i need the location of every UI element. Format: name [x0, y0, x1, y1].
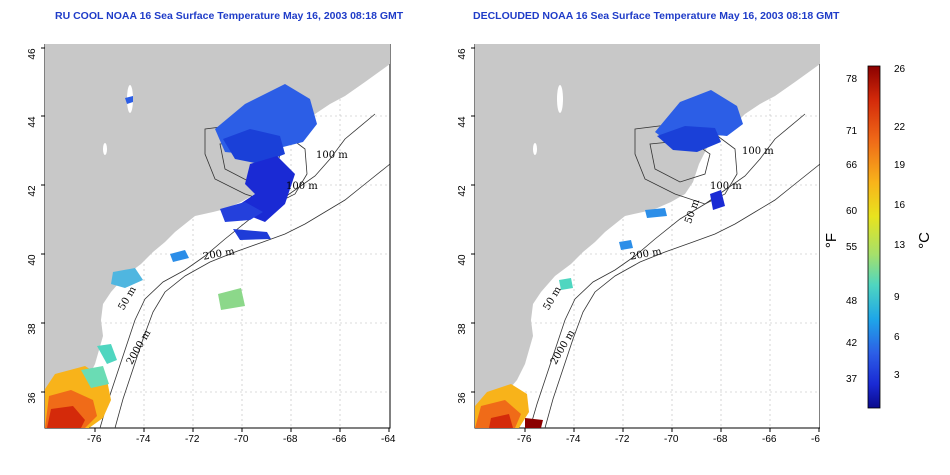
y-tick-label: 42 [27, 185, 38, 197]
x-tick-label: -74 [566, 434, 581, 444]
colorbar-fahrenheit-tick: 78 [846, 74, 858, 85]
x-tick-label: -72 [185, 434, 200, 444]
isobath-label: 100 m [710, 181, 742, 192]
colorbar-celsius-tick: 13 [894, 240, 906, 251]
x-tick-label: -64 [381, 434, 396, 444]
y-tick-label: 40 [457, 254, 468, 266]
y-tick-label: 38 [457, 323, 468, 335]
land-mass [45, 44, 390, 422]
colorbar-celsius-tick: 6 [894, 332, 900, 343]
x-tick-label: -66 [332, 434, 347, 444]
celsius-unit-label: °C [915, 232, 933, 249]
sst-data [45, 84, 317, 428]
colorbar-fahrenheit-tick: 37 [846, 374, 858, 385]
x-tick-label: -70 [664, 434, 679, 444]
x-tick-label: -72 [615, 434, 630, 444]
colorbar-celsius-tick: 3 [894, 370, 900, 381]
y-tick-label: 36 [457, 392, 468, 404]
land-mass [475, 44, 820, 422]
y-tick-label: 46 [27, 48, 38, 60]
x-tick-label: -76 [517, 434, 532, 444]
colorbar-celsius-tick: 16 [894, 200, 906, 211]
isobath-contours [529, 113, 820, 429]
y-tick-label: 46 [457, 48, 468, 60]
y-tick-label: 40 [27, 254, 38, 266]
x-tick-label: -66 [762, 434, 777, 444]
y-tick-label: 36 [27, 392, 38, 404]
colorbar-gradient [867, 65, 881, 409]
sst-data [475, 90, 743, 428]
colorbar-celsius-tick: 19 [894, 160, 906, 171]
colorbar-fahrenheit-tick: 42 [846, 338, 858, 349]
y-tick-label: 42 [457, 185, 468, 197]
map-title-left: RU COOL NOAA 16 Sea Surface Temperature … [55, 10, 404, 22]
temperature-colorbar: °F °C 78 71 66 60 55 48 42 37 26 22 19 16 13 9 6 3 [820, 60, 940, 420]
y-tick-label: 38 [27, 323, 38, 335]
colorbar-celsius-tick: 22 [894, 122, 906, 133]
y-tick-label: 44 [457, 116, 468, 128]
x-tick-label: -68 [713, 434, 728, 444]
x-tick-label: -64 [811, 434, 820, 444]
colorbar-fahrenheit-tick: 60 [846, 206, 858, 217]
colorbar-celsius-tick: 26 [894, 64, 906, 75]
x-tick-label: -68 [283, 434, 298, 444]
colorbar-fahrenheit-tick: 71 [846, 126, 858, 137]
x-tick-label: -76 [87, 434, 102, 444]
colorbar-fahrenheit-tick: 55 [846, 242, 858, 253]
colorbar-fahrenheit-tick: 48 [846, 296, 858, 307]
colorbar-fahrenheit-tick: 66 [846, 160, 858, 171]
isobath-label: 100 m [316, 150, 348, 161]
x-tick-label: -74 [136, 434, 151, 444]
fahrenheit-unit-label: °F [823, 232, 841, 249]
x-tick-label: -70 [234, 434, 249, 444]
isobath-label: 100 m [286, 181, 318, 192]
sst-map-left: -76 -74 -72 -70 -68 -66 -64 46 44 42 40 38 36 [27, 44, 396, 444]
y-tick-label: 44 [27, 116, 38, 128]
map-title-right: DECLOUDED NOAA 16 Sea Surface Temperatur… [473, 10, 840, 22]
sst-map-right: -76 -74 -72 -70 -68 -66 -64 46 44 42 40 38 36 [457, 44, 820, 444]
colorbar-celsius-tick: 9 [894, 292, 900, 303]
isobath-label: 100 m [742, 146, 774, 157]
